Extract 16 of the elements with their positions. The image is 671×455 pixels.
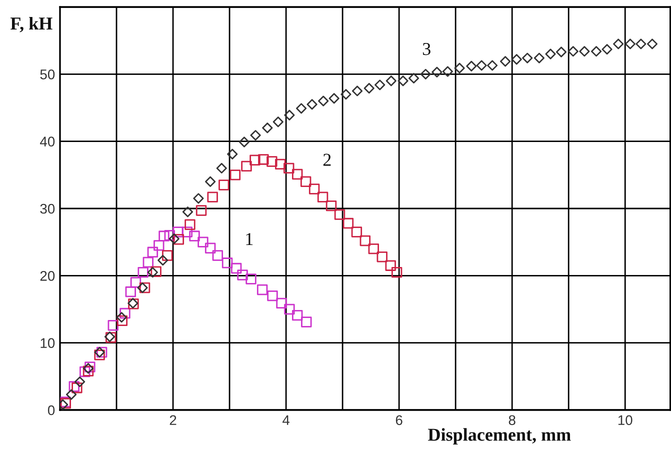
x-tick-label: 8 (508, 415, 516, 426)
y-tick-label: 20 (40, 271, 55, 281)
x-tick-label: 4 (282, 415, 290, 425)
y-tick-label: 40 (40, 136, 55, 147)
x-tick-label: 6 (396, 415, 402, 426)
x-axis-title: Displacement, mm (428, 428, 571, 445)
x-tick-label: 10 (618, 415, 632, 426)
y-tick-label: 50 (40, 70, 55, 80)
y-tick-label: 0 (48, 405, 55, 416)
y-tick-label: 30 (40, 204, 55, 214)
series-label: 2 (323, 154, 331, 166)
y-tick-label: 10 (40, 338, 55, 348)
series-label: 3 (422, 42, 430, 56)
x-tick-label: 2 (170, 415, 176, 425)
y-axis-title: F, kH (10, 16, 52, 32)
series-label: 1 (246, 233, 253, 245)
